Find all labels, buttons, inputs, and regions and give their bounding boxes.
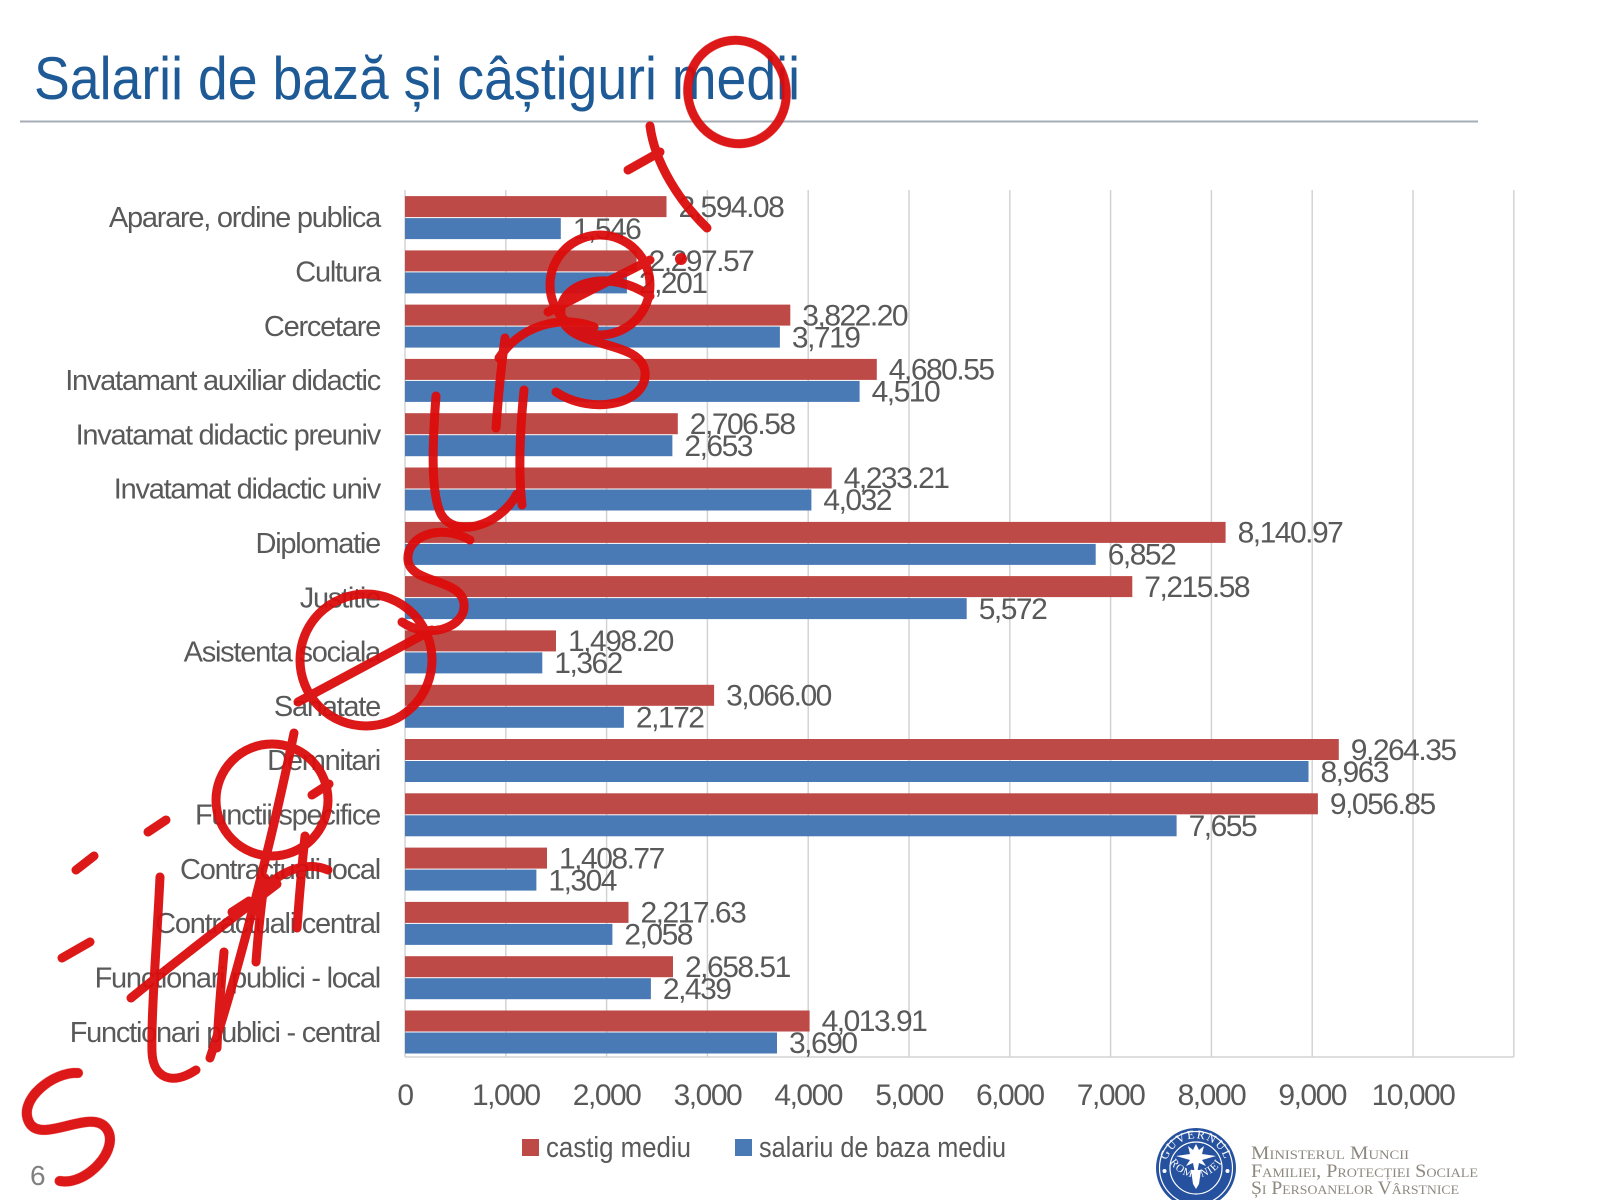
svg-text:6,852: 6,852 (1108, 539, 1176, 572)
svg-text:10,000: 10,000 (1372, 1079, 1456, 1112)
svg-text:2,297.57: 2,297.57 (649, 245, 755, 278)
svg-text:Salarii de bază și câștiguri m: Salarii de bază și câștiguri medii (34, 45, 800, 112)
svg-text:4,013.91: 4,013.91 (822, 1005, 928, 1038)
svg-text:2,706.58: 2,706.58 (690, 408, 796, 441)
svg-text:Familiei, Protecției Sociale: Familiei, Protecției Sociale (1251, 1162, 1478, 1182)
svg-text:castig mediu: castig mediu (546, 1132, 691, 1164)
svg-text:1,000: 1,000 (472, 1079, 540, 1112)
svg-text:0: 0 (397, 1079, 413, 1112)
svg-text:Cultura: Cultura (295, 257, 382, 289)
svg-text:7,000: 7,000 (1077, 1079, 1145, 1112)
svg-text:Invatamant auxiliar didactic: Invatamant auxiliar didactic (65, 365, 381, 397)
svg-text:7,215.58: 7,215.58 (1144, 571, 1250, 604)
svg-text:3,690: 3,690 (789, 1027, 857, 1060)
svg-text:6: 6 (30, 1160, 46, 1191)
svg-text:Ministerul Muncii: Ministerul Muncii (1251, 1144, 1409, 1164)
svg-text:salariu de baza mediu: salariu de baza mediu (759, 1132, 1006, 1164)
svg-text:5,572: 5,572 (979, 593, 1047, 626)
svg-text:2,000: 2,000 (573, 1079, 641, 1112)
svg-text:2,217.63: 2,217.63 (641, 897, 747, 930)
svg-text:1,362: 1,362 (554, 647, 622, 680)
svg-text:4,510: 4,510 (872, 376, 940, 409)
svg-text:4,233.21: 4,233.21 (844, 462, 950, 495)
svg-text:2,058: 2,058 (624, 919, 692, 952)
svg-text:Cercetare: Cercetare (264, 311, 380, 343)
svg-text:Și Persoanelor Vârstnice: Și Persoanelor Vârstnice (1251, 1179, 1459, 1199)
svg-text:3,000: 3,000 (674, 1079, 742, 1112)
svg-text:9,264.35: 9,264.35 (1351, 734, 1457, 767)
svg-text:1,304: 1,304 (548, 864, 616, 897)
svg-text:9,056.85: 9,056.85 (1330, 788, 1436, 821)
svg-text:Asistenta sociala: Asistenta sociala (184, 637, 382, 669)
svg-text:4,000: 4,000 (774, 1079, 842, 1112)
svg-text:9,000: 9,000 (1278, 1079, 1346, 1112)
svg-text:Diplomatie: Diplomatie (256, 528, 381, 560)
svg-text:2,653: 2,653 (684, 430, 752, 463)
svg-text:2,658.51: 2,658.51 (685, 951, 791, 984)
svg-text:Invatamat didactic univ: Invatamat didactic univ (114, 474, 382, 506)
svg-text:1,408.77: 1,408.77 (559, 842, 665, 875)
svg-text:6,000: 6,000 (976, 1079, 1044, 1112)
svg-text:3,066.00: 3,066.00 (726, 680, 832, 713)
svg-text:Contractuali central: Contractuali central (155, 908, 380, 940)
svg-text:2,439: 2,439 (663, 973, 731, 1006)
svg-text:2,172: 2,172 (636, 702, 704, 735)
svg-text:Invatamat didactic preuniv: Invatamat didactic preuniv (76, 419, 382, 451)
svg-text:4,680.55: 4,680.55 (889, 354, 995, 387)
svg-text:3,719: 3,719 (792, 321, 860, 354)
svg-text:8,000: 8,000 (1178, 1079, 1246, 1112)
svg-text:3,822.20: 3,822.20 (802, 299, 908, 332)
svg-text:8,140.97: 8,140.97 (1238, 517, 1344, 550)
svg-text:Aparare, ordine publica: Aparare, ordine publica (109, 202, 382, 234)
svg-text:5,000: 5,000 (875, 1079, 943, 1112)
svg-text:4,032: 4,032 (823, 484, 891, 517)
svg-text:8,963: 8,963 (1321, 756, 1389, 789)
svg-text:1,498.20: 1,498.20 (568, 625, 674, 658)
svg-text:7,655: 7,655 (1189, 810, 1257, 843)
